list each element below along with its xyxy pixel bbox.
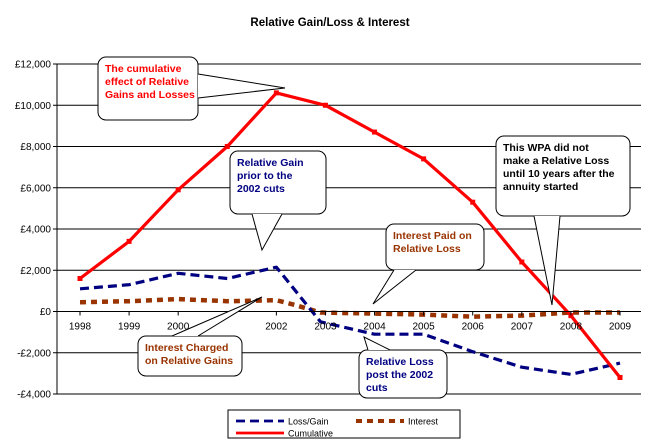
callout-text: prior to the xyxy=(237,170,293,182)
y-axis-tick-labels: -£4,000 -£2,000 £0 £2,000 £4,000 £6,000 £8,000… xyxy=(15,60,52,401)
x-tick-label: 1999 xyxy=(118,322,141,333)
x-tick-label: 2009 xyxy=(609,322,632,333)
series-layer xyxy=(77,90,623,380)
x-tick-label: 2005 xyxy=(413,322,436,333)
series-line-cumulative xyxy=(78,91,622,380)
callout-text: until 10 years after the xyxy=(503,168,615,180)
legend-label: Loss/Gain xyxy=(288,417,329,427)
cumulative-point xyxy=(470,199,476,205)
callout-pointer xyxy=(171,296,263,337)
x-tick-label: 2004 xyxy=(363,322,386,333)
y-tick-label: -£2,000 xyxy=(17,348,51,359)
cumulative-point xyxy=(568,313,574,319)
series-line-interest xyxy=(79,296,620,319)
callout-text: Relative Loss xyxy=(366,356,434,368)
callout-text: Relative Loss xyxy=(393,243,461,255)
callout-text: Interest Charged xyxy=(145,342,228,354)
x-tick-label: 2003 xyxy=(314,322,337,333)
callout-pointer xyxy=(197,73,286,99)
y-tick-label: £6,000 xyxy=(20,183,51,194)
x-tick-label: 2006 xyxy=(462,322,485,333)
series-line-loss-gain xyxy=(79,265,621,376)
callout-box xyxy=(495,135,631,217)
cumulative-point xyxy=(322,102,328,108)
callout-text: cuts xyxy=(366,382,388,394)
x-tick-label: 2008 xyxy=(560,322,583,333)
callout-pointer xyxy=(372,269,417,305)
callout-pointer xyxy=(251,213,283,252)
callout-text: post the 2002 xyxy=(366,369,433,381)
callout-text: The cumulative xyxy=(105,63,182,75)
y-tick-label: £4,000 xyxy=(20,225,51,236)
cumulative-point xyxy=(224,144,230,149)
legend-label: Interest xyxy=(408,417,439,427)
cumulative-point xyxy=(273,90,279,96)
callout-text: on Relative Gains xyxy=(145,355,233,367)
callout-text: Relative Gain xyxy=(237,157,304,169)
legend-label: Cumulative xyxy=(288,429,333,439)
callout-pointer-fill xyxy=(198,74,285,98)
y-tick-label: £2,000 xyxy=(20,266,51,277)
callout-box xyxy=(385,223,485,271)
legend: Loss/Gain Interest Cumulative xyxy=(227,409,461,439)
callout-pointer xyxy=(533,215,561,306)
cumulative-point xyxy=(421,156,427,162)
y-tick-label: £0 xyxy=(40,307,52,318)
callout-text: Gains and Losses xyxy=(105,89,195,101)
callout-text: make a Relative Loss xyxy=(503,155,609,167)
callout-pointer xyxy=(363,336,391,351)
cumulative-point xyxy=(77,276,83,281)
cumulative-point xyxy=(126,238,132,244)
x-axis: 1998 1999 2000 2002 2003 2004 2005 2006 2007 2008… xyxy=(57,311,641,333)
callout-box xyxy=(358,349,448,399)
x-tick-label: 2000 xyxy=(167,322,190,333)
cumulative-point xyxy=(519,259,525,265)
callout-text: 2002 cuts xyxy=(237,183,285,195)
cumulative-point xyxy=(175,187,181,193)
chart-title: Relative Gain/Loss & Interest xyxy=(250,17,409,29)
x-tick-label: 1998 xyxy=(69,322,92,333)
x-tick-label: 2007 xyxy=(511,322,534,333)
y-tick-label: £8,000 xyxy=(20,142,51,153)
callout-text: This WPA did not xyxy=(503,142,589,154)
y-tick-label: -£4,000 xyxy=(17,390,51,401)
y-tick-label: £10,000 xyxy=(15,101,52,112)
callout-text: annuity started xyxy=(503,181,578,193)
cumulative-point xyxy=(617,375,623,380)
x-tick-label: 2002 xyxy=(265,322,288,333)
y-tick-label: £12,000 xyxy=(15,60,52,71)
callout-text: Interest Paid on xyxy=(393,230,472,242)
callout-text: effect of Relative xyxy=(105,76,189,88)
cumulative-point xyxy=(372,129,378,135)
